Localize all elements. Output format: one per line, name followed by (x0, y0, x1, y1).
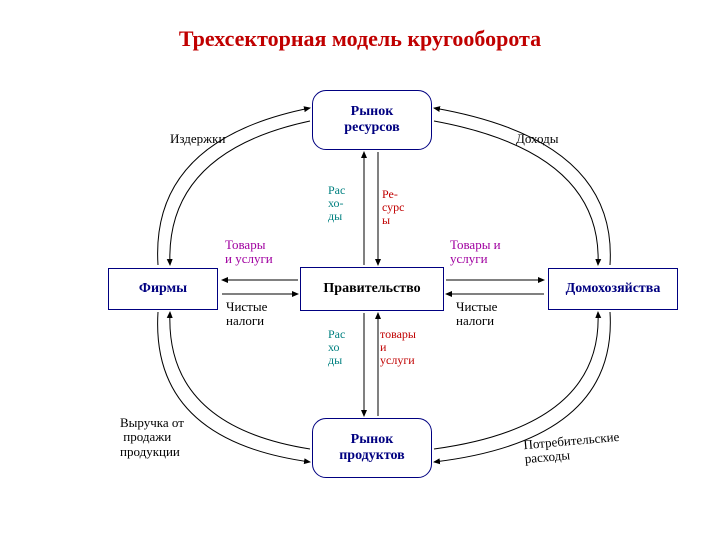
node-households-label: Домохозяйства (566, 281, 661, 297)
node-resources-market: Рынок ресурсов (312, 90, 432, 150)
label-costs: Издержки (170, 132, 225, 146)
node-households: Домохозяйства (548, 268, 678, 310)
node-firms-label: Фирмы (139, 281, 187, 297)
label-revenue: Выручка от продажи продукции (120, 416, 184, 459)
diagram-title: Трехсекторная модель кругооборота (0, 26, 720, 52)
label-spending-top: Рас хо- ды (328, 184, 345, 224)
label-resources: Ре- сурс ы (382, 188, 405, 228)
label-taxes-right: Чистые налоги (456, 300, 497, 329)
node-products-market: Рынок продуктов (312, 418, 432, 478)
node-government-label: Правительство (323, 281, 420, 297)
label-taxes-left: Чистые налоги (226, 300, 267, 329)
label-goods-right: Товары и услуги (450, 238, 501, 267)
label-income: Доходы (516, 132, 559, 146)
label-spending-bottom: Рас хо ды (328, 328, 345, 368)
label-goods-left: Товары и услуги (225, 238, 273, 267)
node-resources-label: Рынок ресурсов (344, 104, 399, 136)
node-products-label: Рынок продуктов (339, 432, 405, 464)
label-consumer-spending: Потребительские расходы (523, 430, 621, 467)
label-goods-bottom: товары и услуги (380, 328, 416, 368)
node-firms: Фирмы (108, 268, 218, 310)
diagram-stage: Трехсекторная модель кругооборота Рынок … (0, 0, 720, 540)
node-government: Правительство (300, 267, 444, 311)
